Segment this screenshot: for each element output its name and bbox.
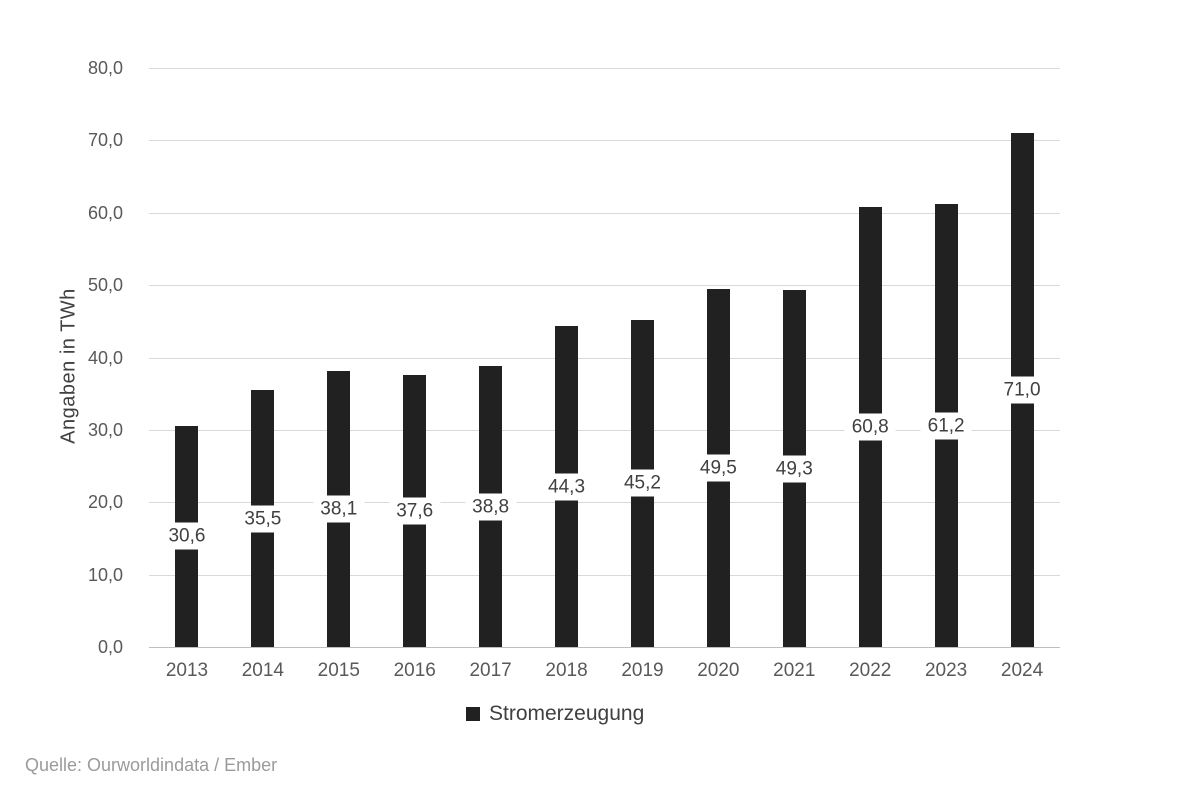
- y-tick-label: 0,0: [97, 637, 123, 657]
- data-label-2015: 38,1: [313, 495, 365, 523]
- x-tick-label-2017: 2017: [469, 660, 512, 681]
- legend-marker-square-icon: [466, 707, 480, 721]
- x-tick-label-2023: 2023: [924, 660, 968, 681]
- gridline: [149, 212, 1060, 214]
- y-tick-label: 60,0: [87, 202, 123, 223]
- data-label-2014: 35,5: [237, 505, 289, 533]
- data-label-2018: 44,3: [541, 473, 593, 501]
- x-axis-line: [149, 647, 1060, 648]
- legend: Stromerzeugung: [466, 702, 644, 726]
- y-tick-label: 40,0: [87, 347, 123, 368]
- y-tick-label: 70,0: [87, 130, 123, 151]
- y-tick-label: 50,0: [87, 275, 123, 296]
- data-label-2022: 60,8: [844, 413, 896, 441]
- data-label-2016: 37,6: [389, 497, 441, 525]
- data-label-2019: 45,2: [616, 469, 668, 497]
- data-label-2020: 49,5: [692, 454, 744, 482]
- x-tick-label-2013: 2013: [165, 660, 209, 681]
- x-tick-label-2021: 2021: [773, 660, 816, 681]
- x-tick-label-2015: 2015: [317, 660, 360, 681]
- gridline: [149, 285, 1060, 287]
- gridline: [149, 574, 1060, 576]
- gridline: [149, 357, 1060, 359]
- x-tick-label-2019: 2019: [621, 660, 664, 681]
- gridline: [149, 502, 1060, 504]
- gridline: [149, 68, 1060, 69]
- y-tick-label: 30,0: [87, 419, 123, 440]
- x-tick-label-2020: 2020: [697, 660, 740, 681]
- x-tick-label-2018: 2018: [545, 660, 588, 681]
- data-label-2024: 71,0: [996, 376, 1048, 404]
- y-tick-label: 10,0: [87, 564, 123, 585]
- gridline: [149, 429, 1060, 431]
- gridline: [149, 140, 1060, 142]
- y-tick-label: 80,0: [87, 58, 123, 78]
- x-tick-label-2024: 2024: [1000, 660, 1044, 681]
- y-tick-label: 20,0: [87, 492, 123, 513]
- data-label-2017: 38,8: [465, 493, 517, 521]
- data-label-2023: 61,2: [920, 412, 972, 440]
- x-tick-label-2022: 2022: [849, 660, 892, 681]
- x-tick-label-2014: 2014: [241, 660, 284, 681]
- data-label-2021: 49,3: [768, 455, 820, 483]
- x-tick-label-2016: 2016: [393, 660, 436, 681]
- legend-label: Stromerzeugung: [489, 702, 645, 725]
- source-note: Quelle: Ourworldindata / Ember: [25, 755, 278, 775]
- plot-area: 30,6 35,5 38,1 37,6 38,8 44,3 45,2 49,5 49,3 60,8…: [149, 68, 1060, 648]
- data-label-2013: 30,6: [161, 522, 213, 550]
